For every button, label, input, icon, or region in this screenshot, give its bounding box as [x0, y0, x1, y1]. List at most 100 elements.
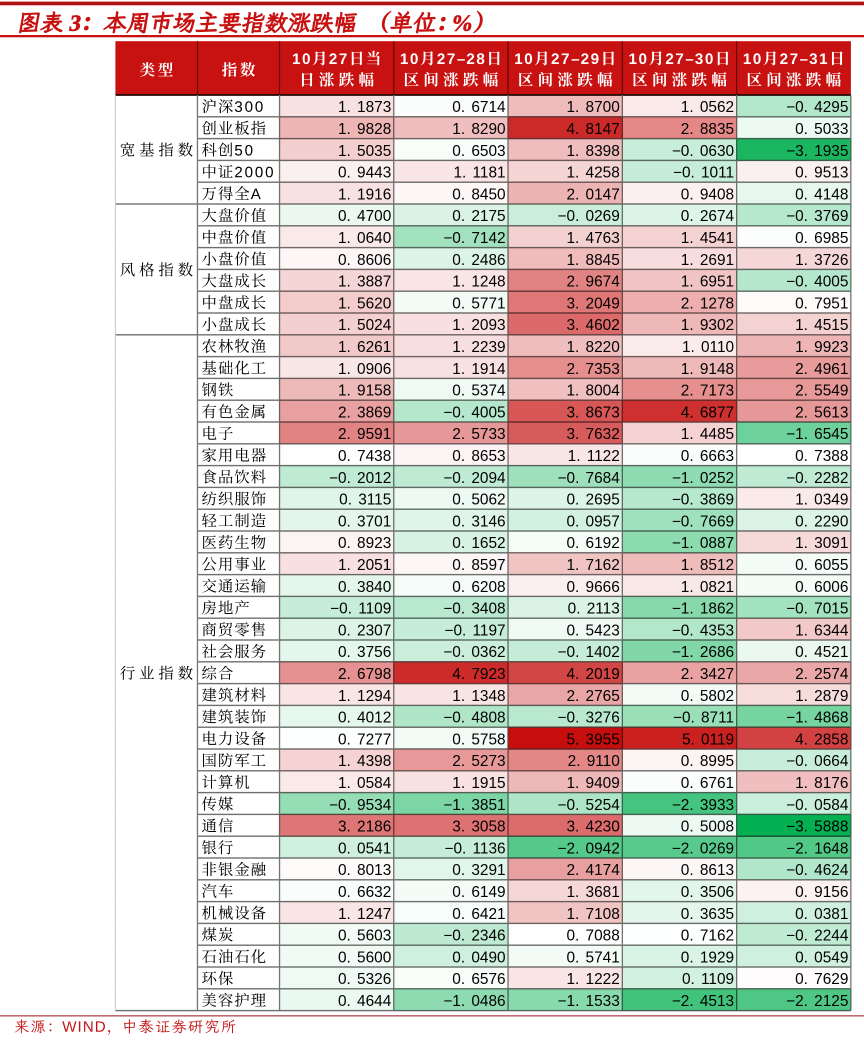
svg-text:1.3887: 1. 3887	[338, 274, 391, 291]
svg-text:1.1181: 1. 1181	[453, 165, 505, 182]
svg-text:0.8613: 0. 8613	[681, 862, 734, 879]
svg-text:2.9591: 2. 9591	[338, 426, 391, 443]
svg-text:−0.1109: −0. 1109	[330, 601, 391, 618]
svg-text:1.4485: 1. 4485	[681, 426, 734, 443]
svg-text:−0.7142: −0. 7142	[443, 230, 505, 247]
svg-text:−0.4624: −0. 4624	[786, 862, 849, 879]
svg-text:3.2186: 3. 2186	[338, 819, 391, 836]
svg-text:0.4644: 0. 4644	[338, 993, 392, 1010]
svg-text:1.1914: 1. 1914	[452, 361, 506, 378]
svg-text:0.5062: 0. 5062	[452, 492, 505, 509]
svg-text:0.5802: 0. 5802	[681, 688, 734, 705]
svg-text:2.5613: 2. 5613	[795, 404, 848, 421]
svg-text:1.1122: 1. 1122	[568, 448, 620, 465]
svg-text:2.2574: 2. 2574	[795, 666, 849, 683]
svg-text:0.9408: 0. 9408	[681, 186, 734, 203]
svg-text:0.8013: 0. 8013	[338, 862, 391, 879]
svg-text:0.1652: 0. 1652	[452, 535, 505, 552]
svg-text:−0.0584: −0. 0584	[786, 797, 849, 814]
svg-text:0.3291: 0. 3291	[452, 862, 505, 879]
svg-text:1.8220: 1. 8220	[567, 339, 620, 356]
svg-text:0.2674: 0. 2674	[681, 208, 735, 225]
svg-text:2.3869: 2. 3869	[338, 404, 391, 421]
svg-text:4.6877: 4. 6877	[681, 404, 734, 421]
svg-text:1.1348: 1. 1348	[452, 688, 505, 705]
svg-text:1.9923: 1. 9923	[795, 339, 848, 356]
svg-text:1.0906: 1. 0906	[338, 361, 391, 378]
svg-text:2.4961: 2. 4961	[795, 361, 848, 378]
svg-text:−0.4005: −0. 4005	[443, 404, 505, 421]
svg-text:1.4515: 1. 4515	[795, 317, 848, 334]
svg-text:0.6663: 0. 6663	[681, 448, 734, 465]
svg-text:−0.3869: −0. 3869	[672, 492, 734, 509]
svg-text:0.3115: 0. 3115	[339, 492, 391, 509]
svg-text:−1.6545: −1. 6545	[786, 426, 848, 443]
svg-text:−0.4005: −0. 4005	[786, 274, 848, 291]
svg-text:0.6576: 0. 6576	[452, 971, 505, 988]
svg-text:0.0549: 0. 0549	[795, 949, 848, 966]
svg-text:0.4521: 0. 4521	[795, 644, 848, 661]
svg-text:−1.1533: −1. 1533	[558, 993, 620, 1010]
svg-text:2.0147: 2. 0147	[567, 186, 620, 203]
svg-text:5.0119: 5. 0119	[682, 731, 734, 748]
svg-text:1.9158: 1. 9158	[338, 383, 391, 400]
svg-text:−0.4353: −0. 4353	[672, 622, 734, 639]
svg-text:2.7353: 2. 7353	[567, 361, 620, 378]
svg-text:0.7088: 0. 7088	[567, 928, 620, 945]
svg-text:2.8835: 2. 8835	[681, 121, 734, 138]
svg-text:0.8995: 0. 8995	[681, 753, 734, 770]
svg-text:0.9443: 0. 9443	[338, 165, 391, 182]
svg-text:0.6208: 0. 6208	[452, 579, 505, 596]
svg-text:0.4148: 0. 4148	[795, 186, 848, 203]
svg-text:0.2695: 0. 2695	[567, 492, 620, 509]
svg-text:−0.3276: −0. 3276	[558, 710, 620, 727]
svg-text:0.7438: 0. 7438	[338, 448, 391, 465]
svg-text:1.2051: 1. 2051	[338, 557, 391, 574]
svg-text:0.7629: 0. 7629	[795, 971, 848, 988]
svg-text:0.3506: 0. 3506	[681, 884, 734, 901]
svg-text:0.4700: 0. 4700	[338, 208, 391, 225]
svg-text:−0.1197: −0. 1197	[444, 622, 505, 639]
svg-text:2.5273: 2. 5273	[452, 753, 505, 770]
svg-text:1.1247: 1. 1247	[338, 906, 391, 923]
svg-text:−1.3851: −1. 3851	[443, 797, 505, 814]
svg-text:3.4602: 3. 4602	[567, 317, 620, 334]
svg-text:0.0490: 0. 0490	[452, 949, 505, 966]
svg-text:1.6344: 1. 6344	[795, 622, 849, 639]
svg-text:1.8512: 1. 8512	[681, 557, 734, 574]
svg-text:0.3701: 0. 3701	[338, 513, 391, 530]
svg-text:1.0640: 1. 0640	[338, 230, 391, 247]
svg-text:−0.0269: −0. 0269	[558, 208, 620, 225]
svg-text:1.8176: 1. 8176	[795, 775, 848, 792]
svg-text:1.1915: 1. 1915	[452, 775, 505, 792]
svg-text:−0.9534: −0. 9534	[329, 797, 392, 814]
svg-text:−0.2282: −0. 2282	[786, 470, 848, 487]
svg-text:2.7173: 2. 7173	[681, 383, 734, 400]
svg-text:4.7923: 4. 7923	[452, 666, 505, 683]
svg-text:−0.4808: −0. 4808	[443, 710, 505, 727]
svg-text:1.1873: 1. 1873	[338, 99, 391, 116]
svg-text:2.1278: 2. 1278	[681, 295, 734, 312]
svg-text:1.1222: 1. 1222	[567, 971, 620, 988]
svg-text:0.5008: 0. 5008	[681, 819, 734, 836]
svg-text:−0.2094: −0. 2094	[443, 470, 506, 487]
svg-text:1.4398: 1. 4398	[338, 753, 391, 770]
svg-text:−0.4295: −0. 4295	[786, 99, 848, 116]
svg-text:1.2691: 1. 2691	[681, 252, 734, 269]
svg-text:0.4012: 0. 4012	[338, 710, 391, 727]
svg-text:0.6149: 0. 6149	[452, 884, 505, 901]
svg-text:0.6714: 0. 6714	[452, 99, 506, 116]
svg-text:1.8700: 1. 8700	[567, 99, 620, 116]
svg-text:0.2486: 0. 2486	[452, 252, 505, 269]
svg-text:0.5326: 0. 5326	[338, 971, 391, 988]
svg-text:0.8597: 0. 8597	[452, 557, 505, 574]
svg-text:1.5024: 1. 5024	[338, 317, 392, 334]
svg-text:−0.2346: −0. 2346	[443, 928, 505, 945]
svg-text:0.2290: 0. 2290	[795, 513, 848, 530]
svg-text:1.9828: 1. 9828	[338, 121, 391, 138]
svg-text:0.6055: 0. 6055	[795, 557, 848, 574]
svg-text:1.9409: 1. 9409	[567, 775, 620, 792]
svg-text:0.9513: 0. 9513	[795, 165, 848, 182]
svg-text:0.2175: 0. 2175	[452, 208, 505, 225]
svg-text:0.9666: 0. 9666	[567, 579, 620, 596]
